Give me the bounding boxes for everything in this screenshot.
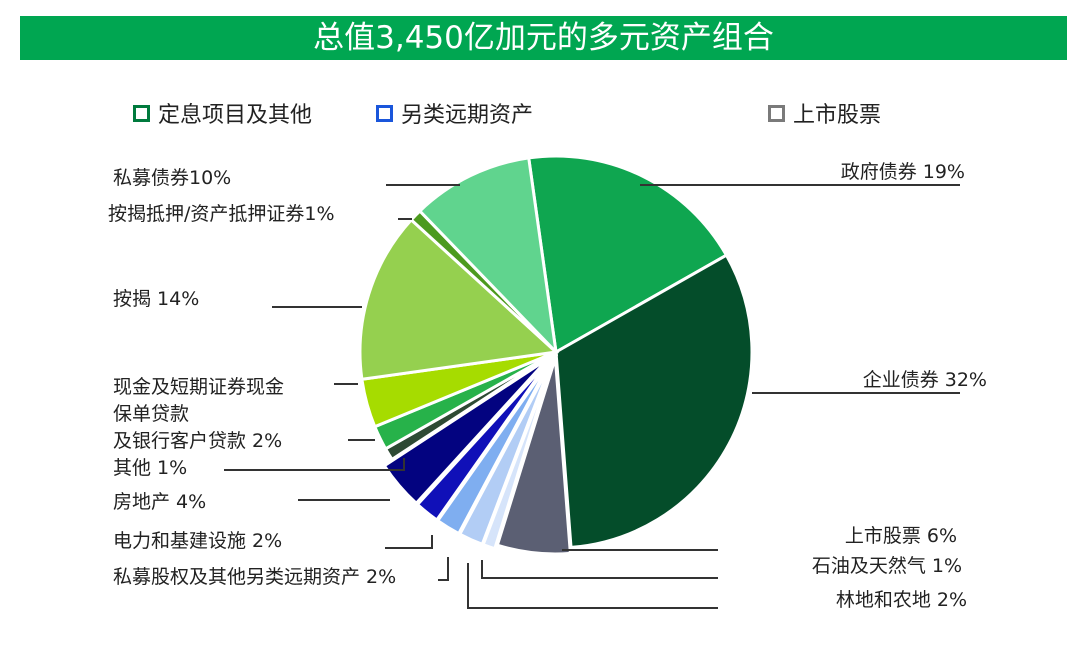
legend-swatch-alternatives (376, 104, 393, 122)
label-mortgage: 按揭 14% (113, 288, 199, 310)
legend-alternatives: 另类远期资产 (376, 98, 533, 128)
legend-equities: 上市股票 (768, 98, 881, 128)
pie-slice-0 (527, 154, 729, 355)
chart-title: 总值3,450亿加元的多元资产组合 (20, 16, 1067, 60)
leader-line-oil (481, 560, 718, 579)
label-equity: 上市股票 6% (845, 525, 957, 547)
leader-lines (224, 184, 960, 609)
legend-label-fixed-income: 定息项目及其他 (158, 103, 313, 128)
leader-line-forest (467, 563, 718, 609)
label-forest: 林地和农地 2% (836, 589, 967, 611)
label-oil: 石油及天然气 1% (812, 555, 962, 577)
pie-slice-6 (415, 358, 551, 523)
leader-line-other (224, 458, 405, 471)
legend-label-alternatives: 另类远期资产 (401, 103, 534, 128)
legend-label-equities: 上市股票 (793, 103, 882, 128)
pie-slice-11 (358, 217, 560, 381)
label-private: 私募债券10% (113, 167, 231, 189)
legend-fixed-income: 定息项目及其他 (133, 98, 312, 128)
pie-slices (358, 154, 754, 556)
leader-line-power (385, 535, 433, 549)
label-cash-line2: 保单贷款 (113, 403, 189, 425)
label-realestate: 房地产 4% (113, 491, 206, 513)
label-corp: 企业债券 32% (863, 369, 987, 391)
pie-slice-13 (417, 156, 559, 357)
label-other: 其他 1% (113, 457, 187, 479)
legend-swatch-equities (768, 104, 785, 122)
label-cash-line3: 及银行客户贷款 2% (113, 430, 282, 452)
label-cash-line1: 现金及短期证券现金 (113, 376, 284, 398)
label-pe: 私募股权及其他另类远期资产 2% (113, 566, 396, 588)
label-gov: 政府债券 19% (841, 161, 965, 183)
pie-slice-1 (554, 253, 754, 550)
pie-slice-7 (382, 357, 550, 506)
label-mbs: 按揭抵押/资产抵押证券1% (108, 203, 335, 225)
label-power: 电力和基建设施 2% (113, 530, 282, 552)
legend-swatch-fixed-income (133, 104, 150, 122)
leader-line-pe (438, 557, 449, 581)
